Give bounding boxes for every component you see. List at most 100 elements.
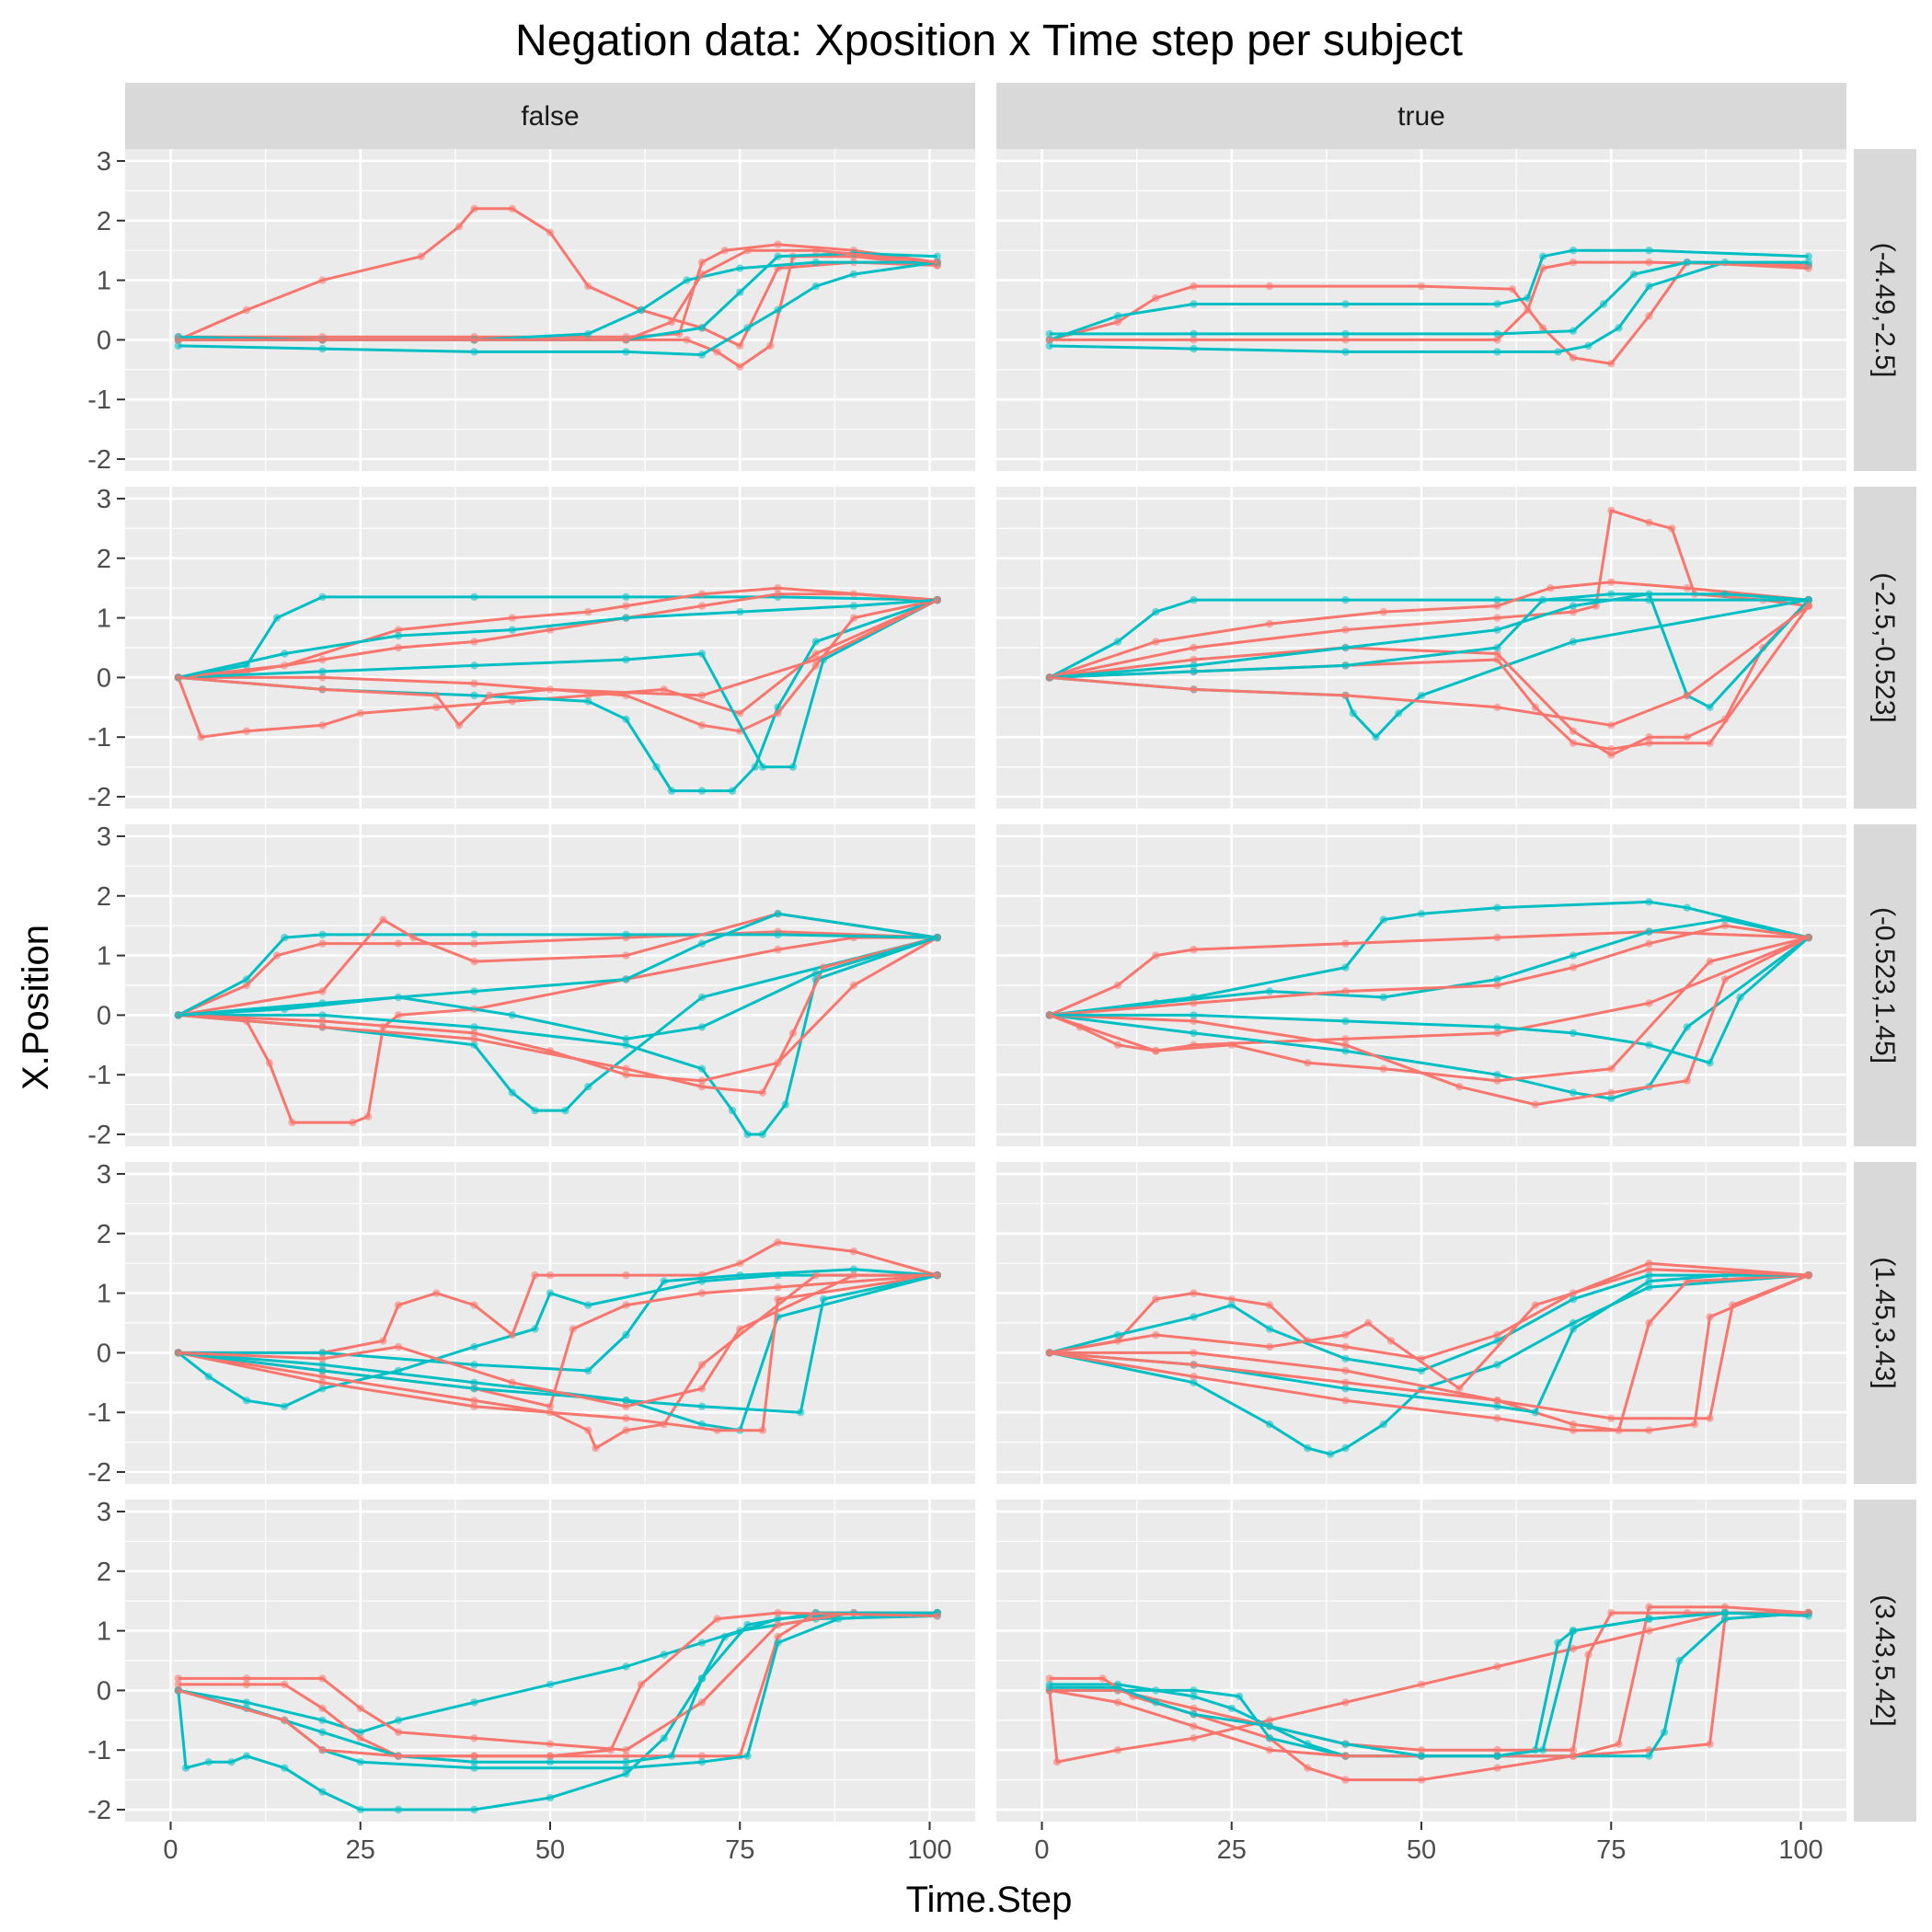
teal-data-point: [470, 1342, 478, 1351]
teal-data-point: [470, 930, 478, 939]
red-data-point: [1683, 1076, 1692, 1085]
red-data-point: [774, 1238, 782, 1247]
teal-data-point: [751, 763, 759, 771]
teal-data-point: [1629, 270, 1639, 279]
teal-data-point: [697, 1758, 707, 1766]
teal-data-point: [318, 1361, 327, 1369]
teal-data-point: [774, 1639, 782, 1647]
red-data-point: [622, 1301, 630, 1309]
teal-data-point: [743, 1620, 752, 1629]
teal-data-point: [1683, 1023, 1692, 1031]
red-data-point: [281, 1716, 289, 1725]
y-tick-label: 1: [97, 604, 111, 634]
red-data-point: [1607, 751, 1616, 759]
red-data-point: [1379, 1064, 1388, 1073]
teal-data-point: [1720, 590, 1730, 598]
teal-data-point: [1341, 300, 1350, 308]
teal-data-point: [318, 1716, 327, 1725]
red-data-point: [394, 1342, 403, 1351]
red-data-point: [569, 1325, 577, 1333]
teal-data-point: [1341, 1017, 1350, 1026]
panel-series-group: [1045, 1603, 1813, 1784]
teal-data-point: [242, 1698, 251, 1707]
red-data-point: [379, 915, 387, 924]
teal-data-point: [1645, 1277, 1653, 1285]
red-data-point: [1341, 987, 1350, 995]
red-data-point: [933, 1271, 941, 1280]
red-data-point: [1190, 685, 1198, 694]
teal-data-point: [683, 276, 691, 284]
y-tick-label: 0: [97, 1001, 111, 1030]
teal-data-point: [242, 1752, 251, 1760]
red-data-point: [1227, 1294, 1236, 1304]
teal-data-point: [470, 1385, 478, 1393]
red-data-point: [697, 1385, 707, 1393]
red-data-point: [1190, 1704, 1198, 1713]
red-data-point: [546, 685, 555, 694]
teal-data-point: [660, 1734, 668, 1742]
teal-data-point: [1675, 1656, 1684, 1665]
teal-data-point: [622, 1769, 630, 1778]
y-tick-label: -1: [87, 1736, 111, 1765]
red-data-point: [697, 1083, 707, 1091]
teal-data-point: [281, 933, 289, 942]
red-data-point: [394, 1728, 403, 1737]
red-data-point: [470, 1734, 478, 1742]
teal-data-point: [318, 1728, 327, 1737]
red-data-point: [1190, 1361, 1198, 1369]
teal-data-point: [622, 1035, 630, 1043]
teal-data-point: [531, 1325, 539, 1333]
red-data-point: [1227, 1041, 1236, 1050]
red-data-point: [811, 247, 820, 255]
red-data-point: [811, 661, 820, 670]
teal-data-point: [318, 1788, 327, 1796]
teal-data-point: [1190, 1313, 1198, 1321]
teal-data-point: [584, 1366, 592, 1375]
teal-data-point: [1645, 898, 1653, 906]
red-data-point: [1341, 1366, 1350, 1375]
teal-data-point: [667, 1752, 676, 1760]
red-data-point: [1569, 727, 1578, 735]
teal-data-point: [1683, 258, 1692, 267]
teal-data-point: [1190, 1029, 1198, 1038]
teal-data-point: [394, 631, 403, 640]
red-data-point: [197, 733, 205, 742]
red-data-point: [713, 1615, 721, 1623]
red-data-point: [356, 709, 364, 718]
red-data-point: [697, 1752, 707, 1760]
teal-data-point: [204, 1758, 213, 1766]
red-data-point: [1493, 981, 1501, 990]
teal-data-point: [1493, 1071, 1501, 1079]
red-data-point: [546, 1271, 555, 1280]
row-strip-label: (-0.523,1.45]: [1869, 907, 1900, 1064]
red-data-point: [1645, 312, 1653, 320]
red-data-point: [318, 987, 327, 995]
teal-data-point: [531, 1106, 539, 1115]
teal-data-point: [1417, 910, 1426, 918]
red-data-point: [697, 1289, 707, 1297]
teal-data-point: [1417, 1752, 1426, 1760]
y-tick-label: -1: [87, 1061, 111, 1090]
teal-data-point: [849, 270, 858, 279]
red-data-point: [318, 655, 327, 664]
teal-data-point: [1706, 1059, 1714, 1067]
red-data-point: [242, 305, 251, 315]
red-data-point: [1729, 1301, 1737, 1309]
teal-data-point: [774, 252, 782, 260]
teal-data-point: [1569, 1029, 1578, 1038]
teal-data-point: [1113, 638, 1122, 646]
teal-data-point: [1341, 963, 1350, 972]
teal-data-point: [1720, 1608, 1730, 1617]
red-series-line: [1048, 1611, 1809, 1764]
teal-data-point: [546, 1289, 555, 1297]
red-data-point: [622, 1271, 630, 1280]
teal-data-point: [1645, 1752, 1653, 1760]
teal-data-point: [1736, 993, 1744, 1002]
teal-data-point: [1569, 1294, 1578, 1304]
red-data-point: [743, 247, 752, 255]
red-data-point: [1706, 957, 1714, 966]
teal-data-point: [1645, 282, 1653, 291]
red-data-point: [1607, 506, 1616, 515]
teal-data-point: [1265, 1420, 1274, 1429]
row-strip-label: (-2.5,-0.523]: [1869, 572, 1900, 722]
